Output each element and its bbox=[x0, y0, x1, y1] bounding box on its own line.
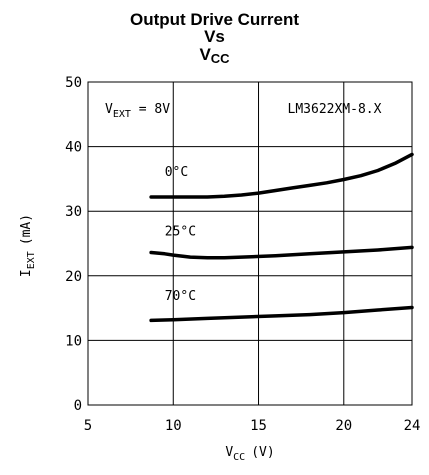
chart-title-v: V bbox=[199, 45, 211, 64]
y-axis-label-unit: (mA) bbox=[19, 214, 34, 245]
series-lines bbox=[149, 152, 414, 323]
chart-title-line-3: VCC bbox=[0, 46, 429, 67]
x-tick-label: 10 bbox=[165, 418, 182, 434]
x-axis-label-subscript: CC bbox=[233, 452, 245, 463]
y-tick-label: 10 bbox=[65, 333, 82, 349]
series-line-2 bbox=[149, 305, 414, 323]
plot-frame bbox=[87, 81, 413, 406]
chart-title-line-2: Vs bbox=[204, 27, 225, 46]
annotation-vext-value: = 8V bbox=[131, 102, 170, 117]
axis-ticks: 5 10 15 20 24 0 10 20 30 40 50 bbox=[65, 75, 420, 434]
y-axis-label-i: I bbox=[19, 269, 34, 277]
series-line-0 bbox=[149, 152, 414, 199]
x-tick-label: 24 bbox=[404, 418, 421, 434]
x-tick-label: 5 bbox=[84, 418, 92, 434]
y-tick-label: 40 bbox=[65, 140, 82, 156]
x-axis-label-v: V bbox=[225, 445, 233, 460]
annotation-vext-subscript: EXT bbox=[113, 109, 131, 120]
series-label-70c: 70°C bbox=[165, 289, 196, 304]
x-axis-label-unit: (V) bbox=[251, 445, 274, 460]
chart-title-line-1: Output Drive Current bbox=[129, 10, 300, 29]
x-tick-label: 20 bbox=[335, 418, 352, 434]
annotation-vext: VEXT = 8V bbox=[105, 102, 170, 120]
annotation-vext-v: V bbox=[105, 102, 113, 117]
y-tick-label: 20 bbox=[65, 269, 82, 285]
y-tick-label: 50 bbox=[65, 75, 82, 91]
annotation-part-number: LM3622XM-8.X bbox=[288, 102, 382, 117]
grid bbox=[88, 82, 412, 405]
chart-title-subscript: CC bbox=[210, 51, 230, 66]
y-tick-label: 30 bbox=[65, 204, 82, 220]
series-line-1 bbox=[149, 245, 414, 260]
y-tick-label: 0 bbox=[74, 398, 82, 414]
y-axis-label-subscript: EXT bbox=[26, 251, 37, 269]
series-label-25c: 25°C bbox=[165, 225, 196, 240]
x-tick-label: 15 bbox=[250, 418, 267, 434]
y-axis-label: IEXT (mA) bbox=[19, 214, 37, 277]
series-label-0c: 0°C bbox=[165, 165, 188, 180]
x-axis-label: VCC (V) bbox=[225, 445, 274, 463]
